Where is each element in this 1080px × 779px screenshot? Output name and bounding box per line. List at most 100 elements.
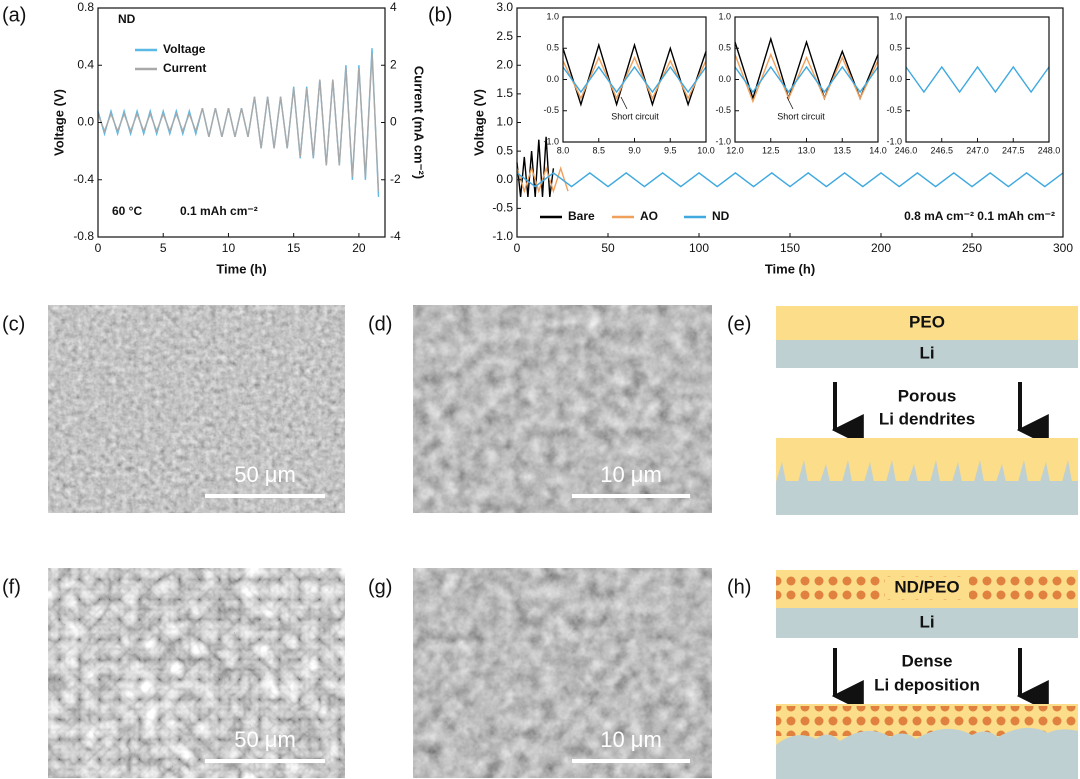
scale-bar-label: 10 μm bbox=[600, 462, 662, 487]
x-tick-label: 10 bbox=[222, 241, 236, 255]
x-tick-label: 9.5 bbox=[664, 145, 677, 155]
annotation: Short circuit bbox=[777, 111, 825, 121]
y-tick-label: 2.0 bbox=[496, 57, 513, 71]
layer-label: Li bbox=[919, 343, 934, 362]
data-line bbox=[516, 165, 569, 194]
y-tick-label: 0.5 bbox=[546, 43, 559, 53]
chart: 0 5 10 15 20 -0.8 -0.4 0.0 0.4 0.8 -4 -2 0 2 4 Time (h)… bbox=[51, 0, 426, 276]
y2-axis-label: Current (mA cm⁻²) bbox=[412, 66, 427, 179]
x-tick-label: 20 bbox=[352, 241, 366, 255]
y-tick-label: 0.0 bbox=[889, 74, 902, 84]
annotation: ND bbox=[118, 12, 136, 26]
panel-label: (a) bbox=[2, 4, 26, 26]
legend-label: Bare bbox=[568, 209, 595, 223]
legend-label: Current bbox=[163, 61, 206, 75]
chart: 246.0 246.5 247.0 247.5 248.0 -1.0 -0.5 0.0 0.5 1… bbox=[886, 11, 1060, 155]
x-tick-label: 0 bbox=[95, 241, 102, 255]
process-label: Li dendrites bbox=[879, 409, 975, 428]
panel-label: (b) bbox=[428, 4, 452, 26]
y-tick-label: -0.5 bbox=[492, 201, 513, 215]
y-tick-label: 1.0 bbox=[496, 115, 513, 129]
y-tick-label: -1.0 bbox=[543, 136, 559, 146]
x-tick-label: 13.5 bbox=[833, 145, 851, 155]
data-line bbox=[734, 65, 879, 94]
y-tick-label: 1.0 bbox=[718, 11, 731, 21]
x-tick-label: 9.0 bbox=[628, 145, 641, 155]
sem-image: 10 μm bbox=[413, 568, 712, 778]
x-tick-label: 248.0 bbox=[1038, 145, 1061, 155]
panel-label: (f) bbox=[2, 576, 21, 598]
annotation: 0.1 mAh cm⁻² bbox=[180, 204, 258, 218]
data-line bbox=[905, 65, 1050, 94]
data-line bbox=[562, 65, 707, 94]
process-label: Dense bbox=[901, 651, 952, 670]
process-label: Li deposition bbox=[874, 675, 980, 694]
y-tick-label: 2.5 bbox=[496, 29, 513, 43]
layer-label: PEO bbox=[909, 312, 945, 331]
x-tick-label: 12.5 bbox=[762, 145, 780, 155]
diagram: ND/PEO Li Dense Li deposition bbox=[776, 570, 1078, 779]
y-tick-label: 0.4 bbox=[77, 57, 94, 71]
x-tick-label: 247.0 bbox=[966, 145, 989, 155]
y-axis-label: Voltage (V) bbox=[471, 89, 486, 156]
x-tick-label: 246.0 bbox=[895, 145, 918, 155]
plot-area bbox=[563, 17, 706, 142]
sem-image: 10 μm bbox=[413, 305, 712, 513]
y2-tick-label: 4 bbox=[390, 0, 397, 14]
x-tick-label: 300 bbox=[1053, 241, 1073, 255]
annotation: Short circuit bbox=[611, 111, 659, 121]
annotation: 60 °C bbox=[112, 204, 142, 218]
x-tick-label: 0 bbox=[514, 241, 521, 255]
y-tick-label: -0.5 bbox=[715, 105, 731, 115]
y-tick-label: 1.5 bbox=[496, 86, 513, 100]
legend-label: AO bbox=[640, 209, 658, 223]
x-tick-label: 8.0 bbox=[557, 145, 570, 155]
annotation-pointer bbox=[620, 96, 628, 110]
panel-label: (c) bbox=[2, 313, 25, 335]
x-tick-label: 14.0 bbox=[869, 145, 887, 155]
plot-area bbox=[735, 17, 878, 142]
y2-tick-label: 0 bbox=[390, 115, 397, 129]
y-tick-label: 0.8 bbox=[77, 0, 94, 14]
y-tick-label: 0.5 bbox=[718, 43, 731, 53]
panel-label: (g) bbox=[368, 576, 392, 598]
y-tick-label: -0.4 bbox=[73, 172, 94, 186]
y-tick-label: 0.0 bbox=[496, 172, 513, 186]
y-tick-label: 0.0 bbox=[546, 74, 559, 84]
legend-label: Voltage bbox=[163, 42, 206, 56]
x-tick-label: 15 bbox=[287, 241, 301, 255]
x-tick-label: 12.0 bbox=[726, 145, 744, 155]
y-tick-label: -0.5 bbox=[886, 105, 902, 115]
y2-tick-label: 2 bbox=[390, 57, 397, 71]
x-tick-label: 250 bbox=[962, 241, 982, 255]
x-tick-label: 100 bbox=[689, 241, 709, 255]
annotation: 0.8 mA cm⁻² 0.1 mAh cm⁻² bbox=[904, 209, 1055, 223]
y-tick-label: 3.0 bbox=[496, 0, 513, 14]
x-tick-label: 50 bbox=[601, 241, 615, 255]
data-line bbox=[516, 172, 1064, 188]
panel-label: (d) bbox=[368, 313, 392, 335]
panel-label: (h) bbox=[727, 576, 751, 598]
plot-area bbox=[906, 17, 1049, 142]
x-tick-label: 5 bbox=[160, 241, 167, 255]
layer-label: Li bbox=[919, 612, 934, 631]
scale-bar-label: 50 μm bbox=[234, 462, 296, 487]
data-line bbox=[516, 136, 555, 197]
plot-area bbox=[98, 8, 385, 237]
y-tick-label: -0.8 bbox=[73, 229, 94, 243]
y2-tick-label: -2 bbox=[390, 172, 401, 186]
x-tick-label: 13.0 bbox=[798, 145, 816, 155]
scale-bar-label: 50 μm bbox=[234, 727, 296, 752]
process-label: Porous bbox=[898, 386, 957, 405]
y-tick-label: 0.0 bbox=[77, 115, 94, 129]
data-line bbox=[97, 53, 380, 192]
y2-tick-label: -4 bbox=[390, 229, 401, 243]
y-tick-label: 1.0 bbox=[546, 11, 559, 21]
x-tick-label: 200 bbox=[871, 241, 891, 255]
x-tick-label: 246.5 bbox=[930, 145, 953, 155]
chart: 8.0 8.5 9.0 9.5 10.0 -1.0 -0.5 0.0 0.5 1.0 Short c… bbox=[543, 11, 714, 155]
x-tick-label: 247.5 bbox=[1002, 145, 1025, 155]
panel-label: (e) bbox=[727, 313, 751, 335]
sem-image: 50 μm bbox=[48, 568, 345, 778]
